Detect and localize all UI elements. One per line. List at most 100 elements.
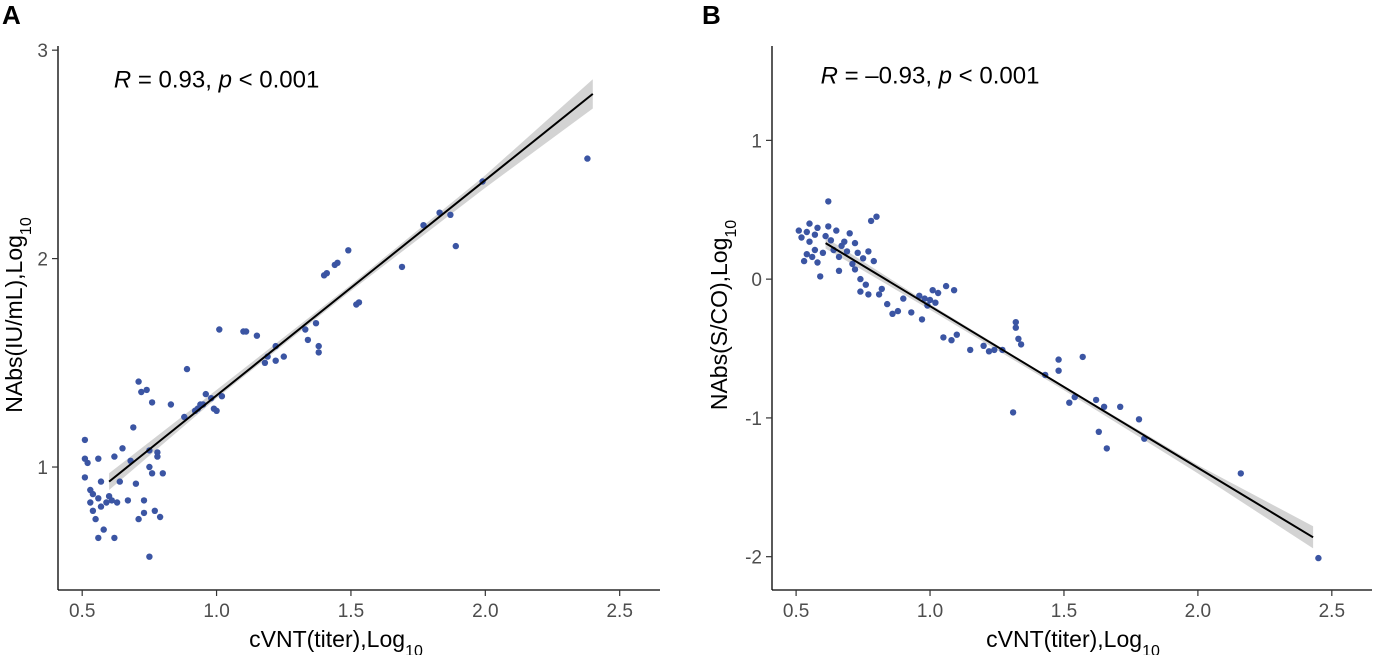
panel-a-data-point — [452, 242, 459, 250]
panel-a-data-point — [167, 401, 175, 408]
panel-b-data-point — [862, 281, 869, 288]
panel-b-x-tick-label: 2.5 — [1319, 601, 1345, 622]
panel-a-data-point — [119, 445, 126, 452]
panel-b-x-tick-label: 0.5 — [783, 601, 809, 622]
panel-a-data-point — [87, 499, 94, 506]
panel-b-data-point — [1095, 428, 1103, 435]
panel-b-data-point — [1237, 470, 1245, 477]
panel-a-data-point — [135, 515, 142, 523]
panel-a-data-point — [95, 534, 102, 542]
panel-b-data-point — [1055, 356, 1062, 363]
panel-a-data-point — [111, 534, 118, 542]
panel-a-data-point — [148, 399, 156, 406]
panel-a-data-point — [132, 480, 140, 487]
panel-b-data-point — [835, 253, 843, 261]
panel-b-x-tick-label: 1.5 — [1051, 601, 1077, 622]
panel-a-data-point — [143, 386, 150, 394]
panel-a-data-point — [323, 270, 330, 277]
panel-a-data-point — [140, 497, 148, 504]
panel-a-x-tick-label: 2.0 — [472, 601, 498, 622]
panel-a-data-point — [584, 155, 591, 162]
panel-a-data-point — [140, 509, 148, 517]
panel-b-y-axis-title-main: NAbs(S/CO),Log — [706, 238, 732, 411]
panel-b-data-point — [1315, 554, 1322, 562]
panel-b-data-point — [833, 227, 840, 234]
panel-b-data-point — [991, 346, 998, 354]
panel-a-data-point — [253, 332, 261, 339]
panel-b-data-point — [857, 288, 864, 295]
panel-b-r-symbol: R — [821, 63, 838, 90]
panel-a-y-tick-label: 1 — [37, 458, 48, 479]
panel-b-data-point — [932, 299, 939, 306]
panel-a-data-point — [81, 474, 89, 481]
panel-b-data-point — [953, 331, 960, 338]
panel-b-data-point — [843, 248, 851, 255]
panel-b-data-point — [814, 224, 821, 231]
panel-b-data-point — [1009, 409, 1017, 416]
panel-a-data-point — [183, 365, 191, 373]
panel-a-data-point — [345, 247, 352, 254]
panel-a-data-point — [315, 342, 322, 350]
panel-a-plot: 0.5 1.0 1.5 2.0 2.5 1 2 3 — [37, 41, 660, 622]
panel-a: A 0.5 1.0 1.5 2.0 2.5 1 2 3 R = 0.93, p < 0.001… — [1, 0, 660, 655]
panel-a-y-axis-title: NAbs(IU/mL),Log10 — [1, 217, 35, 413]
panel-b-data-point — [1092, 396, 1100, 404]
panel-b-data-point — [900, 295, 907, 302]
panel-a-data-point — [218, 393, 226, 400]
panel-b-data-point — [867, 217, 875, 225]
panel-b-y-tick-label: 0 — [751, 270, 762, 291]
panel-b-data-point — [1100, 403, 1108, 410]
panel-a-data-point — [159, 470, 166, 477]
panel-b-data-point — [926, 296, 934, 304]
panel-a-label: A — [2, 0, 21, 30]
panel-a-data-point — [398, 263, 406, 271]
panel-a-data-point — [304, 336, 312, 344]
panel-b-y-axis-title-sub: 10 — [723, 220, 740, 238]
panel-b-data-point — [811, 246, 819, 254]
panel-a-data-point — [97, 478, 105, 485]
panel-a-y-tick-label: 2 — [37, 250, 48, 271]
panel-a-data-point — [151, 507, 158, 514]
panel-a-confidence-band — [109, 79, 593, 491]
panel-b-plot: 0.5 1.0 1.5 2.0 2.5 -2 -1 0 1 — [745, 46, 1372, 622]
panel-b-data-point — [1012, 324, 1019, 331]
panel-a-data-point — [130, 424, 137, 431]
panel-b-data-point — [1135, 416, 1143, 423]
panel-a-data-point — [280, 353, 287, 360]
panel-b-data-point — [819, 249, 827, 256]
panel-a-data-point — [146, 553, 153, 560]
panel-a-data-point — [108, 497, 116, 504]
panel-a-data-point — [334, 259, 341, 266]
panel-a-data-point — [213, 407, 220, 414]
panel-b-data-point — [940, 334, 947, 341]
panel-a-data-point — [100, 526, 107, 533]
panel-a-data-point — [420, 222, 427, 229]
panel-a-y-axis-title-main: NAbs(IU/mL),Log — [1, 235, 27, 413]
panel-b-data-point — [921, 295, 928, 302]
panel-b-data-point — [857, 275, 864, 283]
panel-b-data-point — [1017, 341, 1025, 348]
panel-a-x-tick-label: 2.5 — [606, 601, 632, 622]
panel-a-r-text: = 0.93, — [131, 67, 218, 94]
panel-b-data-point — [811, 231, 819, 238]
panel-b-data-point — [875, 291, 883, 298]
panel-b-data-point — [849, 260, 856, 268]
panel-b-data-point — [980, 342, 987, 349]
panel-a-data-point — [95, 455, 102, 462]
panel-b-y-tick-label: -1 — [745, 409, 762, 430]
panel-a-data-point — [113, 499, 121, 506]
panel-b-confidence-band — [825, 237, 1314, 549]
panel-b-data-point — [865, 291, 872, 298]
panel-b-data-point — [967, 346, 974, 354]
panel-b-r-text: = –0.93, — [838, 63, 939, 90]
panel-b-data-point — [803, 251, 810, 258]
panel-a-data-point — [148, 470, 156, 477]
panel-a-data-point — [447, 211, 454, 218]
panel-a-annotation: R = 0.93, p < 0.001 — [114, 67, 320, 94]
panel-b-data-point — [1117, 403, 1124, 410]
panel-a-y-tick-label: 3 — [37, 41, 48, 62]
panel-a-data-point — [97, 503, 105, 510]
panel-b-data-point — [889, 310, 896, 317]
panel-b-data-point — [822, 232, 829, 240]
panel-b-data-point — [1103, 445, 1111, 452]
